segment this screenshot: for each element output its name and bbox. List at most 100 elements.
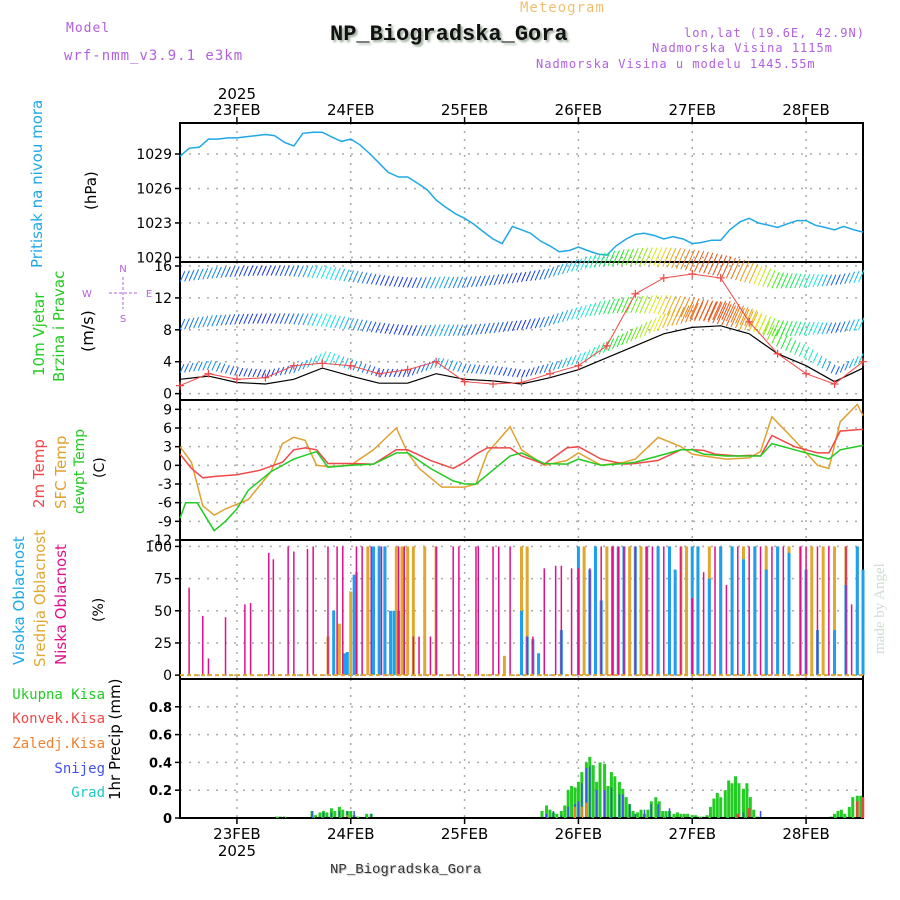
wind-barb	[188, 317, 195, 329]
wind-barb	[370, 273, 377, 285]
wind-barb	[234, 314, 240, 325]
wind-barb	[311, 313, 318, 326]
gust-marker	[830, 380, 839, 389]
ytick-label: 0	[163, 668, 172, 684]
wind-barb	[662, 295, 672, 315]
wind-barb	[671, 248, 682, 269]
wind-barb	[202, 267, 209, 280]
cloud-bar	[411, 546, 415, 676]
wind-barb	[329, 353, 336, 365]
precip-bar	[843, 813, 847, 818]
wind-barb	[621, 296, 630, 314]
precip-bar	[847, 806, 851, 818]
wind-barb	[798, 321, 806, 336]
wind-barb	[657, 247, 668, 267]
precip-bar	[737, 783, 741, 818]
wind-barb	[853, 318, 860, 331]
wind-barb	[393, 276, 399, 287]
wind-barb	[589, 302, 597, 317]
cloud-bar	[582, 546, 586, 676]
precip-bar	[675, 812, 679, 818]
precip-bar	[745, 783, 749, 818]
wind-barb	[184, 270, 190, 282]
precip-bar	[654, 797, 658, 818]
wind-barb	[334, 267, 341, 281]
wind-barb	[393, 368, 399, 378]
wind-barb	[698, 301, 708, 321]
cloud-bar	[833, 630, 837, 676]
gust-marker	[659, 273, 668, 282]
precip-bar	[318, 812, 322, 818]
wind-barb	[243, 265, 249, 277]
cloud-bar	[435, 546, 437, 676]
wind-barb	[817, 274, 824, 287]
compass-s-label: S	[120, 314, 126, 325]
wind-barb	[539, 364, 545, 374]
wind-barb	[511, 272, 518, 284]
wind-barb	[648, 247, 658, 266]
wind-barb	[348, 317, 355, 330]
precip-bar	[585, 802, 588, 818]
wind-barb	[516, 272, 522, 283]
precip-bar	[694, 815, 698, 818]
xtick-label-top: 23FEB	[213, 101, 260, 119]
wind-barb	[662, 247, 672, 268]
wind-barb	[712, 301, 722, 321]
wind-barb	[598, 342, 605, 355]
ytick-label: 12	[154, 291, 172, 307]
precip-bar	[736, 813, 740, 818]
wind-barb	[215, 362, 221, 372]
wind-barb	[238, 265, 245, 277]
ytick-label: 0.2	[149, 784, 172, 799]
cloud-bar	[412, 636, 415, 676]
wind-barb	[256, 265, 263, 276]
wind-barb	[461, 363, 467, 373]
cloud-bar	[560, 565, 563, 676]
precip-bar	[634, 813, 637, 818]
precip-bar	[686, 813, 690, 818]
wind-barb	[639, 321, 648, 338]
wind-barb	[480, 323, 486, 335]
xtick-label-bottom: 26FEB	[555, 825, 602, 843]
precip-bar	[580, 806, 583, 818]
wind-barb	[511, 368, 517, 377]
wind-barb	[771, 328, 779, 344]
precip-bar	[643, 809, 646, 818]
cloud-bar	[645, 546, 648, 676]
wind-barb	[343, 357, 349, 368]
wind-barb	[689, 298, 700, 319]
xtick-label-top: 28FEB	[782, 101, 829, 119]
wind-barb	[671, 307, 681, 326]
wind-barb	[316, 265, 323, 279]
wind-barb	[366, 273, 372, 285]
wind-barb	[457, 362, 463, 372]
precip-bar	[719, 797, 723, 818]
precip-bar	[275, 816, 279, 818]
wind-barb	[247, 368, 253, 377]
gust-marker	[517, 378, 526, 387]
wind-barb	[689, 302, 699, 322]
wind-barb	[211, 314, 218, 327]
wind-barb	[666, 309, 676, 327]
panel-frame	[179, 399, 864, 541]
wind-barb	[803, 273, 811, 288]
precip-bar	[322, 812, 325, 818]
precip-bar	[639, 809, 643, 818]
wind-barb	[338, 268, 346, 281]
wind-barb	[580, 256, 587, 271]
wind-barb	[607, 298, 616, 314]
wind-barb	[648, 295, 658, 314]
wind-barb	[507, 367, 512, 377]
wind-barb	[434, 324, 441, 337]
cloud-bar	[639, 546, 643, 676]
gust-marker	[204, 369, 213, 378]
wind-barb	[361, 320, 368, 332]
wind-barb	[803, 321, 811, 336]
wind-barb	[411, 366, 417, 376]
wind-barb	[634, 247, 644, 266]
wind-barb	[325, 351, 331, 363]
cloud-bar	[202, 615, 204, 676]
ytick-label: -6	[158, 496, 172, 512]
wind-barb	[766, 318, 776, 336]
wind-barb	[211, 267, 218, 279]
